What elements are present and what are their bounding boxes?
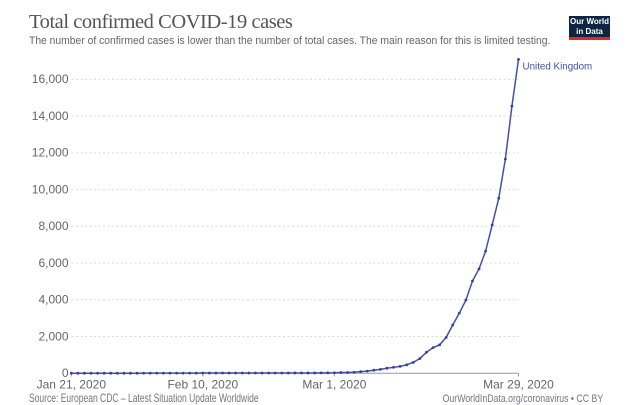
svg-text:Feb 10, 2020: Feb 10, 2020 (167, 378, 238, 392)
svg-text:6,000: 6,000 (38, 256, 68, 270)
svg-text:0: 0 (62, 366, 69, 380)
svg-text:4,000: 4,000 (38, 293, 68, 307)
svg-text:United Kingdom: United Kingdom (523, 62, 593, 73)
svg-text:8,000: 8,000 (38, 219, 68, 233)
svg-text:Mar 29, 2020: Mar 29, 2020 (483, 378, 554, 392)
svg-text:16,000: 16,000 (32, 72, 69, 86)
svg-text:2,000: 2,000 (38, 329, 68, 343)
svg-text:10,000: 10,000 (32, 182, 69, 196)
svg-text:14,000: 14,000 (32, 109, 69, 123)
svg-text:Jan 21, 2020: Jan 21, 2020 (37, 378, 107, 392)
svg-text:12,000: 12,000 (32, 146, 69, 160)
svg-text:Mar 1, 2020: Mar 1, 2020 (302, 378, 366, 392)
